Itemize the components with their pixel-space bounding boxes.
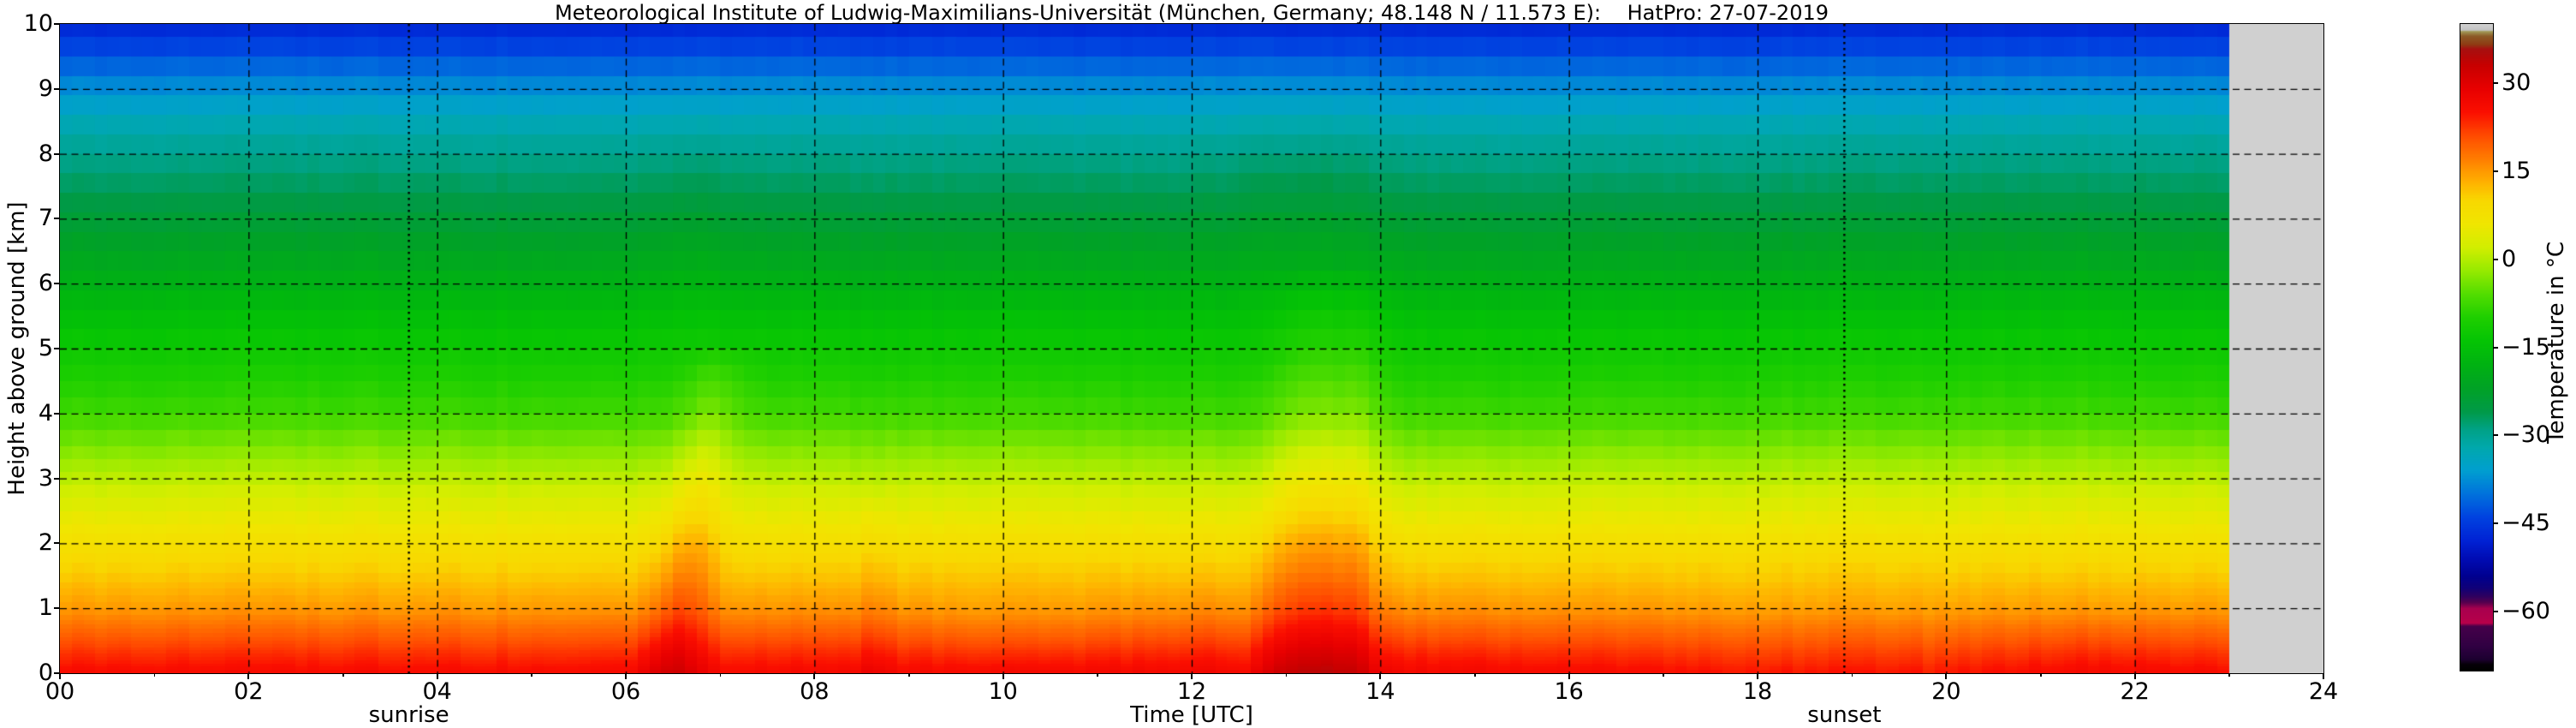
x-tick-label: 08 [800,678,830,705]
x-minor-tick [1474,673,1476,677]
x-tick [1945,673,1948,679]
y-tick-label: 7 [38,205,53,232]
y-tick-label: 8 [38,140,53,167]
y-tick-label: 2 [38,529,53,557]
x-tick-label: 14 [1365,678,1395,705]
colorbar-tick [2493,522,2498,525]
x-tick [1379,673,1382,679]
colorbar-tick [2493,346,2498,349]
colorbar-canvas [2460,24,2493,671]
x-tick [2133,673,2136,679]
x-axis-label: Time [UTC] [1130,702,1253,728]
y-tick [54,607,60,610]
x-minor-tick [1097,673,1098,677]
x-tick [2323,673,2324,679]
y-tick [54,412,60,415]
x-tick-label: 04 [422,678,452,705]
x-minor-tick [2040,673,2042,677]
x-tick-label: 06 [610,678,641,705]
y-tick-label: 3 [38,464,53,492]
x-tick-label: 02 [234,678,264,705]
x-tick [1757,673,1758,679]
x-minor-tick [719,673,722,677]
heatmap-canvas [60,24,2323,673]
y-tick [54,87,60,90]
colorbar-tick-label: 30 [2502,69,2531,96]
x-tick [247,673,250,679]
y-tick-label: 1 [38,594,53,622]
colorbar-tick-label: 0 [2502,245,2517,272]
y-tick [54,672,60,674]
chart-title: Meteorological Institute of Ludwig-Maxim… [554,1,1829,25]
plot-area [59,23,2324,674]
x-minor-tick [2228,673,2230,677]
y-tick [54,23,60,25]
x-tick-label: 00 [45,678,75,705]
colorbar-tick-label: −60 [2502,598,2550,625]
y-tick-label: 9 [38,75,53,102]
x-tick [1002,673,1004,679]
y-tick [54,348,60,349]
sunset-annotation: sunset [1807,702,1882,728]
x-tick-label: 18 [1742,678,1773,705]
y-tick [54,218,60,220]
sunrise-annotation: sunrise [368,702,449,728]
y-tick [54,152,60,155]
y-tick-label: 10 [23,10,53,37]
colorbar-tick [2493,611,2498,613]
colorbar-tick [2493,258,2498,260]
y-tick-label: 6 [38,270,53,297]
y-tick [54,283,60,285]
x-tick [1191,673,1193,679]
x-minor-tick [531,673,532,677]
colorbar-tick [2493,81,2498,84]
colorbar-tick [2493,170,2498,172]
y-tick-label: 5 [38,335,53,361]
x-tick-label: 16 [1554,678,1584,705]
x-tick-label: 22 [2120,678,2150,705]
y-tick [54,542,60,545]
x-minor-tick [1663,673,1664,677]
y-tick-label: 0 [38,659,53,686]
x-tick [625,673,627,679]
x-tick-label: 10 [988,678,1018,705]
y-tick [54,477,60,480]
x-minor-tick [1285,673,1288,677]
colorbar-tick-label: −15 [2502,333,2550,361]
colorbar-tick-label: −30 [2502,421,2550,449]
x-minor-tick [153,673,156,677]
y-tick-label: 4 [38,399,53,427]
colorbar-tick-label: 15 [2502,157,2531,184]
colorbar-tick-label: −45 [2502,510,2550,537]
colorbar-tick [2493,434,2498,437]
x-tick-label: 20 [1931,678,1961,705]
colorbar [2460,23,2494,671]
x-tick [436,673,438,679]
x-tick [1568,673,1570,679]
x-tick-label: 12 [1176,678,1207,705]
colorbar-label: Temperature in °C [2543,241,2569,445]
y-axis-label: Height above ground [km] [4,201,30,496]
x-tick [813,673,816,679]
x-minor-tick [1851,673,1853,677]
x-minor-tick [908,673,910,677]
x-tick [59,673,61,679]
x-tick-label: 24 [2308,678,2339,705]
x-minor-tick [342,673,344,677]
